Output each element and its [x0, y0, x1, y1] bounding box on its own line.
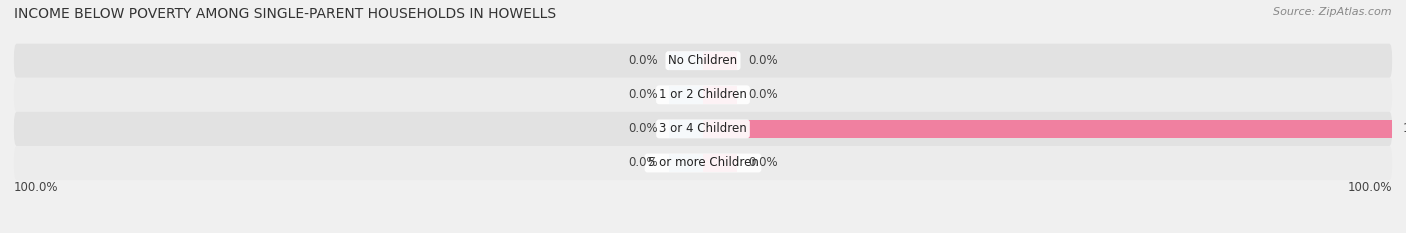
Text: 100.0%: 100.0%: [1402, 122, 1406, 135]
Text: INCOME BELOW POVERTY AMONG SINGLE-PARENT HOUSEHOLDS IN HOWELLS: INCOME BELOW POVERTY AMONG SINGLE-PARENT…: [14, 7, 557, 21]
Text: 1 or 2 Children: 1 or 2 Children: [659, 88, 747, 101]
Text: 100.0%: 100.0%: [1347, 181, 1392, 194]
Text: 0.0%: 0.0%: [628, 88, 658, 101]
Text: 0.0%: 0.0%: [628, 54, 658, 67]
Bar: [669, 86, 703, 104]
Text: 3 or 4 Children: 3 or 4 Children: [659, 122, 747, 135]
FancyBboxPatch shape: [14, 44, 1392, 78]
FancyBboxPatch shape: [14, 78, 1392, 112]
Bar: [669, 52, 703, 70]
Text: 5 or more Children: 5 or more Children: [648, 157, 758, 169]
Bar: [703, 52, 738, 70]
Text: No Children: No Children: [668, 54, 738, 67]
Bar: [703, 120, 1392, 138]
Bar: [703, 154, 738, 172]
Bar: [669, 154, 703, 172]
Text: 0.0%: 0.0%: [628, 157, 658, 169]
Text: 0.0%: 0.0%: [748, 88, 778, 101]
Text: 0.0%: 0.0%: [748, 54, 778, 67]
Text: Source: ZipAtlas.com: Source: ZipAtlas.com: [1274, 7, 1392, 17]
Text: 0.0%: 0.0%: [628, 122, 658, 135]
Text: 0.0%: 0.0%: [748, 157, 778, 169]
Bar: [703, 86, 738, 104]
FancyBboxPatch shape: [14, 146, 1392, 180]
Bar: [669, 120, 703, 138]
Text: 100.0%: 100.0%: [14, 181, 59, 194]
FancyBboxPatch shape: [14, 112, 1392, 146]
